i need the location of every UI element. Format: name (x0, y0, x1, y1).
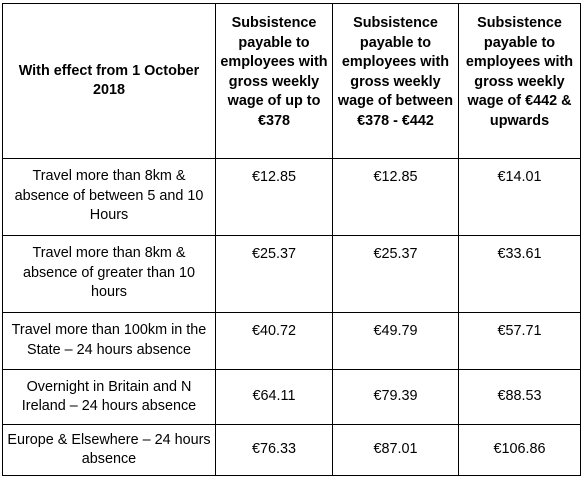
rate-cell: €79.39 (332, 369, 459, 425)
table-row: Overnight in Britain and N Ireland – 24 … (2, 369, 581, 425)
row-label: Travel more than 100km in the State – 24… (2, 312, 216, 370)
header-rate-378-to-442: Subsistence payable to employees with gr… (332, 3, 459, 159)
rate-cell: €12.85 (215, 158, 333, 236)
rate-cell: €76.33 (215, 424, 333, 476)
rate-cell: €57.71 (458, 312, 581, 370)
rate-cell: €88.53 (458, 369, 581, 425)
row-label: Overnight in Britain and N Ireland – 24 … (2, 369, 216, 425)
rate-cell: €87.01 (332, 424, 459, 476)
table-row: Travel more than 8km & absence of betwee… (2, 158, 581, 236)
rate-cell: €25.37 (215, 235, 333, 313)
table-row: Travel more than 100km in the State – 24… (2, 312, 581, 370)
rate-cell: €49.79 (332, 312, 459, 370)
rate-cell: €25.37 (332, 235, 459, 313)
header-rate-442-upwards: Subsistence payable to employees with gr… (458, 3, 581, 159)
subsistence-rates-table: With effect from 1 October 2018 Subsiste… (2, 3, 581, 476)
header-rate-up-to-378: Subsistence payable to employees with gr… (215, 3, 333, 159)
table-row: Europe & Elsewhere – 24 hours absence €7… (2, 424, 581, 476)
rate-cell: €106.86 (458, 424, 581, 476)
table-header-row: With effect from 1 October 2018 Subsiste… (2, 3, 581, 159)
rate-cell: €33.61 (458, 235, 581, 313)
table-row: Travel more than 8km & absence of greate… (2, 235, 581, 313)
row-label: Travel more than 8km & absence of betwee… (2, 158, 216, 236)
rate-cell: €64.11 (215, 369, 333, 425)
rate-cell: €12.85 (332, 158, 459, 236)
header-effective-date: With effect from 1 October 2018 (2, 3, 216, 159)
rate-cell: €40.72 (215, 312, 333, 370)
row-label: Europe & Elsewhere – 24 hours absence (2, 424, 216, 476)
rate-cell: €14.01 (458, 158, 581, 236)
row-label: Travel more than 8km & absence of greate… (2, 235, 216, 313)
